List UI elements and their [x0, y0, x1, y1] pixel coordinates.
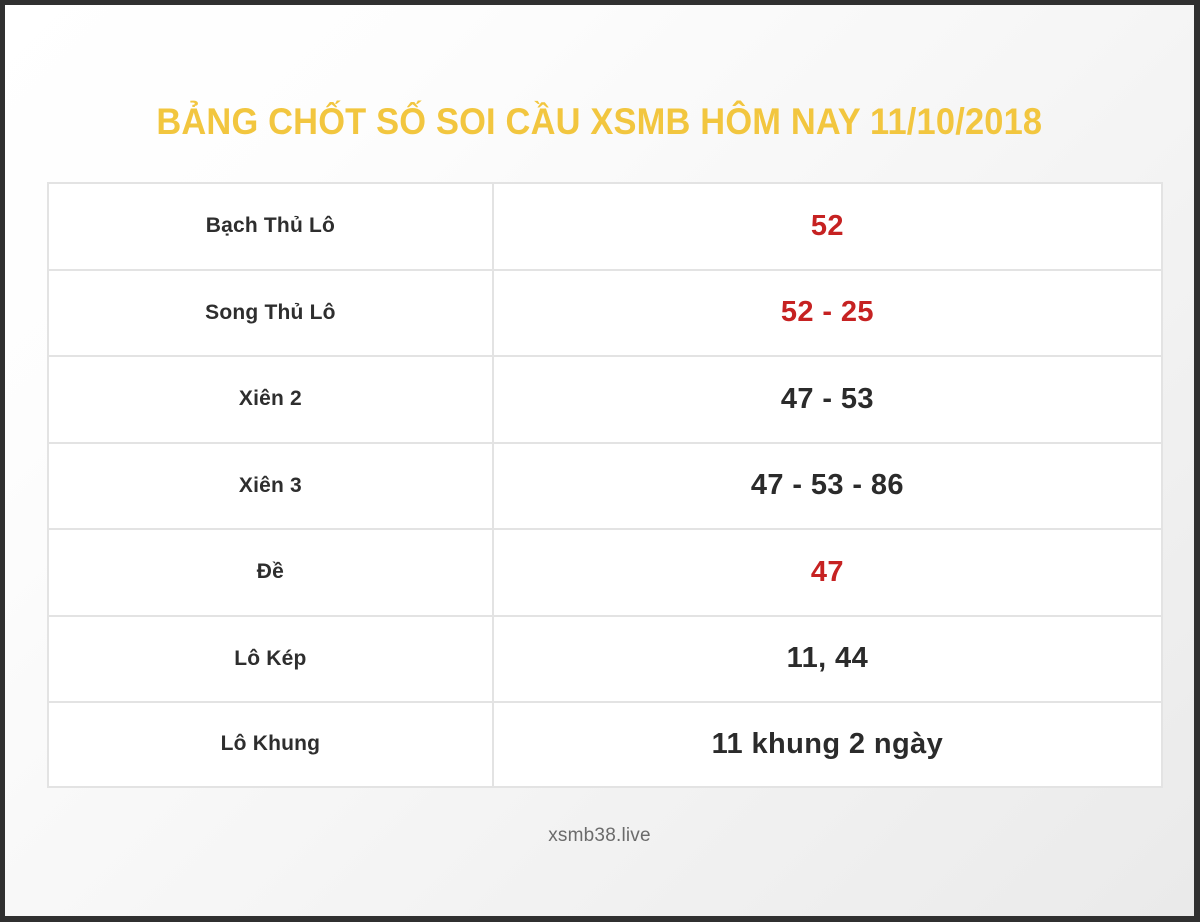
- table-row: Lô Kép 11, 44: [47, 614, 1163, 701]
- table-row-label: Song Thủ Lô: [49, 270, 494, 355]
- table-row-label: Đề: [49, 530, 494, 615]
- table-row-value: 52 - 25: [493, 270, 1161, 355]
- table-row-value: 47 - 53: [493, 357, 1161, 442]
- page-title: BẢNG CHỐT SỐ SOI CẦU XSMB HÔM NAY 11/10/…: [156, 101, 1043, 142]
- table-row-value: 47: [493, 530, 1161, 615]
- table-row-value: 47 - 53 - 86: [493, 443, 1161, 528]
- table-row-value: 11, 44: [493, 616, 1161, 701]
- table-row-value: 11 khung 2 ngày: [493, 703, 1161, 786]
- table-row: Xiên 2 47 - 53: [47, 355, 1163, 442]
- table-row-label: Xiên 3: [49, 443, 494, 528]
- table-row-value: 52: [493, 184, 1161, 269]
- footer-site-label: xsmb38.live: [548, 825, 651, 846]
- table-row: Xiên 3 47 - 53 - 86: [47, 441, 1163, 528]
- table-row: Lô Khung 11 khung 2 ngày: [47, 701, 1163, 788]
- prediction-table: Bạch Thủ Lô 52 Song Thủ Lô 52 - 25 Xiên 2 47 …: [47, 182, 1163, 788]
- table-row-label: Xiên 2: [49, 357, 494, 442]
- page-canvas: BẢNG CHỐT SỐ SOI CẦU XSMB HÔM NAY 11/10/…: [5, 5, 1194, 916]
- table-row-label: Bạch Thủ Lô: [49, 184, 494, 269]
- table-row-label: Lô Kép: [49, 616, 494, 701]
- page-title-container: BẢNG CHỐT SỐ SOI CẦU XSMB HÔM NAY 11/10/…: [5, 101, 1194, 143]
- table-row: Bạch Thủ Lô 52: [47, 182, 1163, 269]
- table-row-label: Lô Khung: [49, 703, 494, 786]
- table-row: Đề 47: [47, 528, 1163, 615]
- table-row: Song Thủ Lô 52 - 25: [47, 268, 1163, 355]
